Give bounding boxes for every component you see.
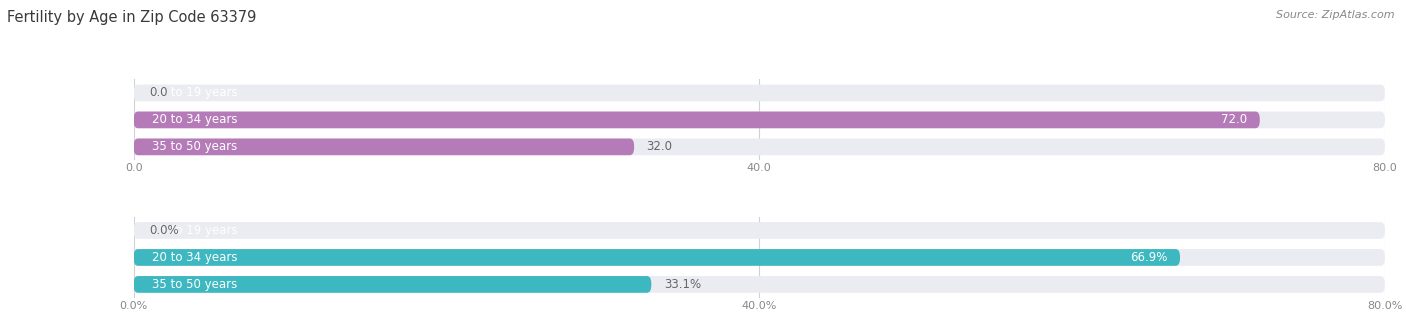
- Text: 35 to 50 years: 35 to 50 years: [152, 278, 238, 291]
- Text: 0.0%: 0.0%: [149, 224, 179, 237]
- Text: Fertility by Age in Zip Code 63379: Fertility by Age in Zip Code 63379: [7, 10, 256, 25]
- FancyBboxPatch shape: [134, 276, 651, 293]
- Text: 32.0: 32.0: [647, 140, 672, 153]
- Text: 15 to 19 years: 15 to 19 years: [152, 86, 238, 99]
- Text: 0.0: 0.0: [149, 86, 167, 99]
- Text: 15 to 19 years: 15 to 19 years: [152, 224, 238, 237]
- Text: 66.9%: 66.9%: [1130, 251, 1167, 264]
- Text: 20 to 34 years: 20 to 34 years: [152, 114, 238, 126]
- Text: 72.0: 72.0: [1222, 114, 1247, 126]
- FancyBboxPatch shape: [134, 138, 634, 155]
- Text: Source: ZipAtlas.com: Source: ZipAtlas.com: [1277, 10, 1395, 20]
- Text: 33.1%: 33.1%: [664, 278, 702, 291]
- FancyBboxPatch shape: [134, 112, 1260, 128]
- FancyBboxPatch shape: [134, 249, 1385, 266]
- FancyBboxPatch shape: [134, 84, 1385, 101]
- FancyBboxPatch shape: [134, 112, 1385, 128]
- FancyBboxPatch shape: [134, 222, 1385, 239]
- FancyBboxPatch shape: [134, 249, 1180, 266]
- FancyBboxPatch shape: [134, 138, 1385, 155]
- FancyBboxPatch shape: [134, 276, 1385, 293]
- Text: 35 to 50 years: 35 to 50 years: [152, 140, 238, 153]
- Text: 20 to 34 years: 20 to 34 years: [152, 251, 238, 264]
